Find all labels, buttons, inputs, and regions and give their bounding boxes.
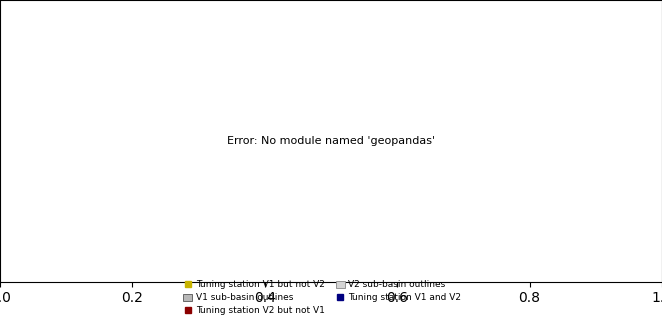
Text: Error: No module named 'geopandas': Error: No module named 'geopandas' — [227, 136, 435, 146]
Legend: Tuning station V1 but not V2, V1 sub-basin outlines, Tuning station V2 but not V: Tuning station V1 but not V2, V1 sub-bas… — [183, 280, 461, 316]
